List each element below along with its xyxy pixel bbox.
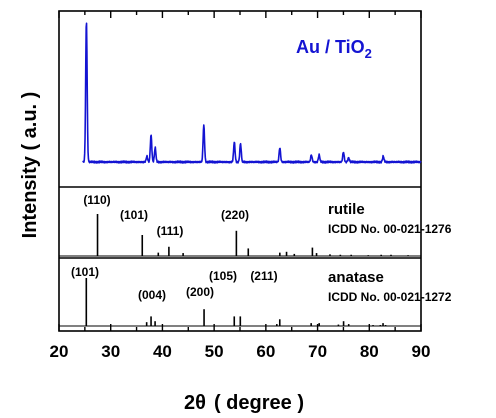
rutile-name: rutile: [328, 201, 365, 218]
x-tick-label: 90: [412, 342, 431, 361]
hkl-label: (220): [221, 208, 249, 222]
anatase-card: ICDD No. 00-021-1272: [328, 290, 452, 304]
anatase-name: anatase: [328, 269, 384, 286]
x-tick-label: 40: [153, 342, 172, 361]
hkl-label: (004): [138, 288, 166, 302]
x-tick-label: 30: [101, 342, 120, 361]
x-axis-label-symbol: 2θ: [184, 392, 206, 414]
hkl-label: (111): [157, 224, 184, 238]
hkl-label: (101): [120, 208, 148, 222]
x-axis-label: 2θ ( degree ): [184, 392, 304, 414]
x-tick-label: 50: [205, 342, 224, 361]
x-axis-label-unit: ( degree ): [214, 392, 304, 414]
x-tick-label: 70: [308, 342, 327, 361]
rutile-reference-lines: [59, 214, 421, 257]
x-axis-tick-labels: 20 30 40 50 60 70 80 90: [50, 342, 431, 361]
sample-title: Au / TiO2: [296, 37, 372, 61]
hkl-label: (105): [209, 269, 237, 283]
hkl-label: (110): [83, 193, 110, 207]
hkl-label: (101): [71, 265, 99, 279]
sample-pattern-line: [82, 22, 422, 164]
hkl-label: (200): [186, 285, 214, 299]
rutile-card: ICDD No. 00-021-1276: [328, 222, 452, 236]
hkl-peak-labels: (110) (101) (111) (220) (101) (004) (200) (105)…: [71, 193, 278, 302]
y-axis-label: Intensity ( a.u. ): [19, 92, 41, 239]
anatase-reference-lines: [59, 278, 421, 327]
x-axis-ticks: [58, 11, 422, 331]
x-tick-label: 80: [360, 342, 379, 361]
sample-title-subscript: 2: [365, 46, 372, 61]
x-tick-label: 20: [50, 342, 69, 361]
hkl-label: (211): [250, 269, 277, 283]
x-tick-label: 60: [256, 342, 275, 361]
sample-title-main: Au / TiO: [296, 37, 365, 57]
